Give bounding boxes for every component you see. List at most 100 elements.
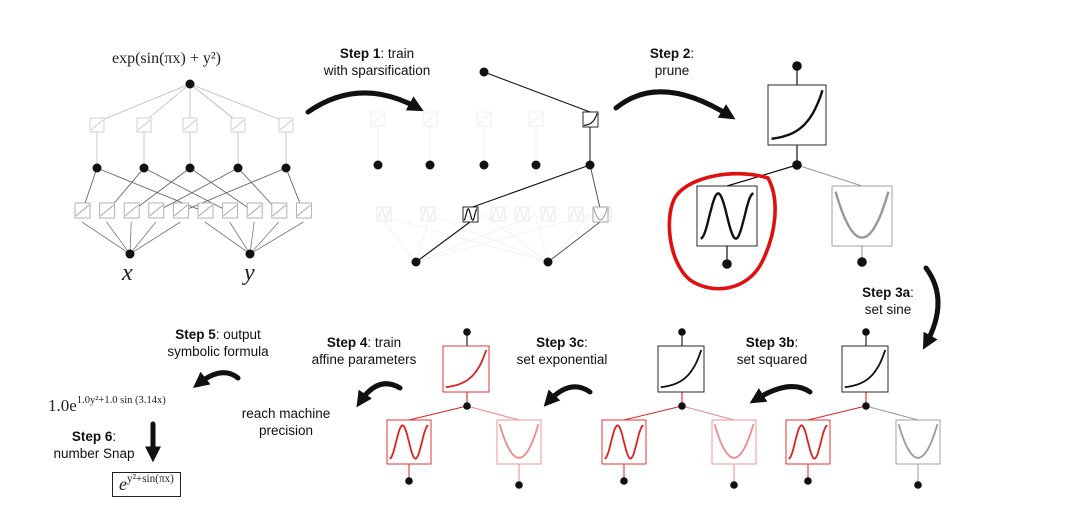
edge <box>249 221 255 255</box>
activation-curve <box>296 204 311 217</box>
step-arrows <box>144 89 941 463</box>
snapped-formula: ey²+sin(πx) <box>112 472 181 497</box>
sq-box-frame <box>711 419 757 465</box>
edge <box>589 164 601 209</box>
edge <box>189 83 287 123</box>
activation-curve <box>100 204 115 217</box>
input-node-x <box>411 257 421 267</box>
hidden-node <box>792 160 802 170</box>
faded-activation-curve <box>421 208 435 220</box>
activation-curve <box>247 204 262 217</box>
exp-box-frame <box>767 84 827 146</box>
step3a-arrow <box>922 265 941 350</box>
activation-curve <box>173 204 188 217</box>
edge <box>129 221 132 255</box>
edge <box>106 221 131 255</box>
input-node-y <box>543 257 553 267</box>
activation-curve <box>183 119 197 131</box>
step3a-network <box>785 328 941 489</box>
edge <box>483 214 549 263</box>
edge <box>249 221 304 255</box>
activation-curve <box>75 204 90 217</box>
sq-activation-curve <box>593 208 608 221</box>
input-node-x <box>620 477 628 485</box>
step2-arrow <box>613 89 736 120</box>
faded-activation-curve <box>423 113 437 125</box>
hidden-node <box>585 160 595 170</box>
exp-box-curve <box>445 349 488 389</box>
edge <box>865 405 919 421</box>
sin-box-curve <box>389 424 429 460</box>
input-node-x <box>405 477 413 485</box>
sin-box-frame <box>696 185 758 247</box>
sq-box-curve <box>713 423 755 459</box>
step4-label: Step 4: train affine parameters <box>311 335 417 367</box>
sq-box-frame <box>831 185 893 247</box>
exp-box-curve <box>771 89 824 140</box>
edge <box>204 221 251 255</box>
step3a-label: Step 3a: set sine <box>862 285 914 317</box>
edge <box>807 405 867 421</box>
step5-arrow <box>192 370 241 388</box>
hidden-node <box>531 160 541 170</box>
input-node-y <box>857 257 867 267</box>
step5-label: Step 5: output symbolic formula <box>167 327 269 359</box>
activation-curve <box>279 119 293 131</box>
edge <box>429 214 549 263</box>
faded-activation-curve <box>371 113 385 125</box>
sparsified-kan-network <box>370 67 612 267</box>
edge <box>547 221 601 263</box>
edge <box>535 214 549 263</box>
activation-curve <box>90 119 104 131</box>
edge <box>623 405 683 421</box>
sin-box-curve <box>788 424 828 460</box>
step3c-network <box>386 328 542 489</box>
output-node <box>678 328 686 336</box>
exp-box-frame <box>657 345 705 393</box>
exp-box-frame <box>841 345 889 393</box>
edge <box>377 214 549 263</box>
edge <box>547 214 591 263</box>
sine-highlight-circle <box>667 171 777 291</box>
initial-kan-network <box>74 79 312 259</box>
edge <box>415 214 591 263</box>
sin-box-curve <box>604 424 644 460</box>
output-node <box>463 328 471 336</box>
activation-curve <box>223 204 238 217</box>
sin-box-curve <box>700 192 754 240</box>
input-node-x <box>722 259 732 269</box>
output-node <box>479 67 489 77</box>
edge <box>249 221 280 255</box>
hidden-node <box>479 160 489 170</box>
step6-label: Step 6: number Snap <box>53 429 135 461</box>
faded-activation-curve <box>377 208 391 220</box>
edge <box>408 405 468 421</box>
sq-box-frame <box>895 419 941 465</box>
input-node-y <box>245 249 255 259</box>
output-node <box>792 61 802 71</box>
hidden-node <box>281 163 291 173</box>
hidden-node <box>92 163 102 173</box>
step1-arrow <box>305 90 424 115</box>
edge <box>129 221 157 255</box>
input-node-y <box>914 481 922 489</box>
edge <box>415 214 431 263</box>
output-node <box>185 79 195 89</box>
faded-activation-curve <box>491 208 505 220</box>
sq-activation-frame <box>592 206 609 223</box>
edge <box>415 221 471 263</box>
activation-curve <box>137 119 151 131</box>
edge <box>415 214 537 263</box>
pruned-kan-network <box>696 61 893 269</box>
step3b-label: Step 3b: set squared <box>736 335 808 367</box>
faded-activation-curve <box>569 208 583 220</box>
faded-activation-curve <box>529 113 543 125</box>
faded-activation-curve <box>515 208 529 220</box>
edge <box>377 214 417 263</box>
hidden-node <box>463 402 471 410</box>
edge <box>483 71 591 113</box>
step3c-arrow <box>543 384 593 407</box>
edge <box>466 405 520 421</box>
step2-label: Step 2: prune <box>649 46 695 78</box>
hidden-node <box>233 163 243 173</box>
